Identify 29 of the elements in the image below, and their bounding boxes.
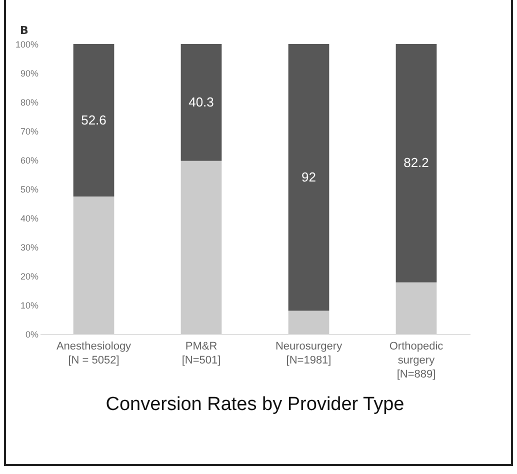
bar (396, 282, 437, 334)
y-tick-label: 100% (15, 40, 38, 50)
y-tick-label: 30% (20, 242, 38, 252)
text: B (20, 24, 28, 37)
bar (180, 160, 222, 334)
y-tick-label: 20% (20, 272, 38, 282)
bar (73, 196, 114, 334)
x-tick-label: PM&R [N=501] (182, 340, 221, 366)
bar (288, 44, 330, 311)
data-label: 52.6 (81, 112, 106, 128)
bar (396, 44, 437, 282)
data-label: 82.2 (404, 155, 429, 170)
y-tick-label: 10% (20, 300, 38, 310)
y-tick-label: 50% (20, 184, 38, 194)
data-label: 40.3 (188, 94, 214, 110)
bar (288, 310, 330, 334)
data-label: 92 (302, 169, 316, 184)
bar (73, 44, 114, 197)
text: Conversion Rates by Provider Type (106, 394, 404, 415)
x-tick-label: Anesthesiology [N = 5052] (56, 340, 132, 366)
x-tick-label: Orthopedic surgery [N=889] (389, 340, 444, 380)
y-tick-label: 40% (20, 214, 38, 224)
bar (180, 44, 222, 161)
y-tick-label: 0% (25, 330, 38, 340)
y-tick-label: 70% (20, 126, 38, 136)
y-tick-label: 60% (20, 156, 38, 166)
x-tick-label: Neurosurgery [N=1981] (275, 340, 343, 366)
y-tick-label: 90% (20, 68, 38, 78)
y-tick-label: 80% (20, 98, 38, 108)
